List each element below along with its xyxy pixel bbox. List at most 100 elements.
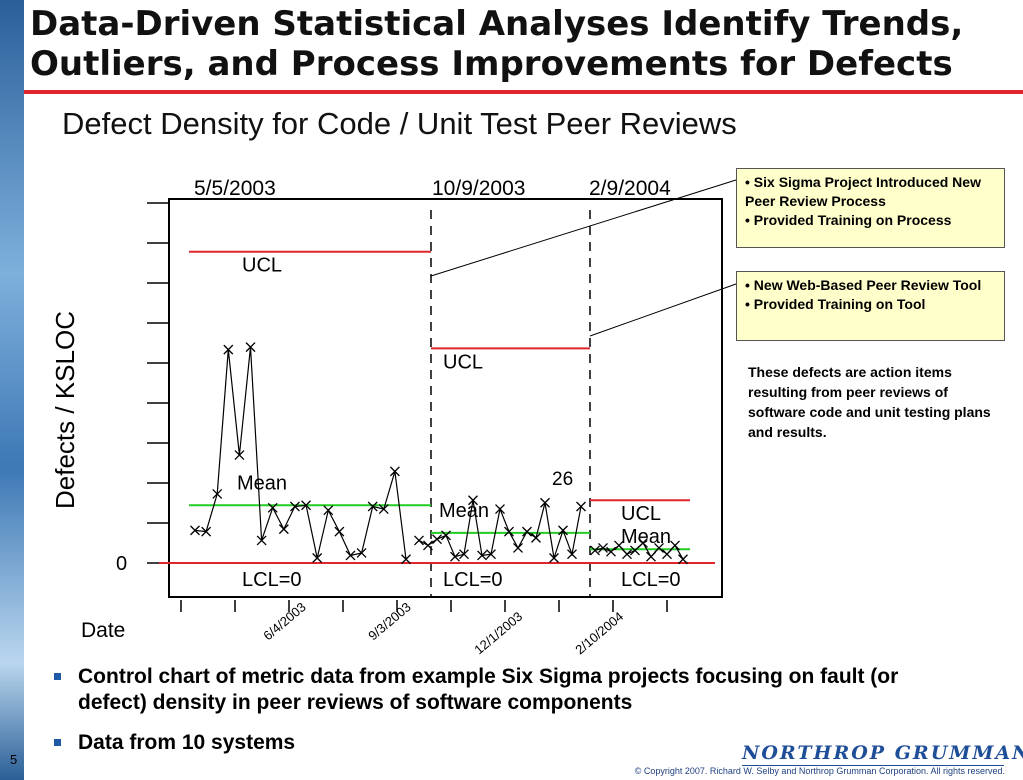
bullet-text: Control chart of metric data from exampl… <box>78 665 899 714</box>
ucl-label: UCL <box>443 351 483 373</box>
data-point-marker <box>356 547 367 558</box>
x-tick-label: 12/1/2003 <box>471 609 525 658</box>
callout-line: • Provided Training on Tool <box>745 296 926 312</box>
data-point-marker <box>486 549 496 560</box>
bullet-square-icon <box>54 673 61 680</box>
marker-stroke <box>190 525 200 536</box>
plot-frame <box>168 198 723 598</box>
callout-line: • Provided Training on Process <box>745 212 952 228</box>
slide-title: Data-Driven Statistical Analyses Identif… <box>30 4 1010 84</box>
defects-note: These defects are action items resulting… <box>748 364 991 440</box>
marker-stroke <box>459 549 469 560</box>
lcl-label: LCL=0 <box>242 569 302 591</box>
marker-stroke <box>662 549 672 560</box>
data-point-marker <box>678 554 688 565</box>
y-axis-label: Defects / KSLOC <box>50 311 80 509</box>
data-point-marker <box>450 551 460 562</box>
marker-stroke <box>212 489 223 499</box>
marker-stroke <box>558 525 568 536</box>
marker-stroke <box>441 530 451 541</box>
data-point-marker <box>504 526 514 537</box>
data-point-marker <box>662 549 672 560</box>
data-point-marker <box>646 551 656 562</box>
decorative-side-band <box>0 0 24 780</box>
marker-stroke <box>654 542 664 553</box>
bullet-text: Data from 10 systems <box>78 731 296 754</box>
data-point-marker <box>441 530 451 541</box>
data-point-marker <box>289 501 300 512</box>
top-date-label: 5/5/2003 <box>194 177 276 200</box>
callout-six-sigma-project: • Six Sigma Project Introduced New Peer … <box>736 168 1005 248</box>
marker-stroke <box>477 550 487 561</box>
marker-stroke <box>423 540 433 551</box>
data-point-marker <box>367 501 378 512</box>
data-point-marker <box>401 554 411 565</box>
marker-stroke <box>245 342 256 353</box>
marker-stroke <box>549 553 559 563</box>
marker-stroke <box>622 549 632 560</box>
chart-title: Defect Density for Code / Unit Test Peer… <box>62 106 737 141</box>
data-point-marker <box>654 542 664 553</box>
data-point-marker <box>245 342 256 353</box>
data-point-marker <box>622 549 632 560</box>
data-point-marker <box>606 546 616 557</box>
marker-stroke <box>256 535 267 546</box>
mean-label: Mean <box>237 472 287 494</box>
marker-stroke <box>606 546 616 557</box>
data-point-marker <box>389 466 400 477</box>
data-point-marker <box>201 526 212 537</box>
marker-stroke <box>576 501 586 512</box>
data-point-marker <box>468 495 478 506</box>
callout-leader-line <box>430 179 737 277</box>
data-point-marker <box>301 500 312 511</box>
data-point-marker <box>423 540 433 551</box>
marker-stroke <box>401 554 411 565</box>
bullet-item: Data from 10 systems <box>52 730 952 756</box>
x-tick-label: 6/4/2003 <box>260 599 308 643</box>
data-point-marker <box>190 525 200 536</box>
data-point-marker <box>540 497 550 508</box>
marker-stroke <box>486 549 496 560</box>
marker-stroke <box>278 524 289 535</box>
data-point-marker <box>234 450 245 461</box>
data-point-marker <box>614 540 624 551</box>
data-point-marker <box>323 505 334 516</box>
slide-title-line-2: Outliers, and Process Improvements for D… <box>30 44 953 84</box>
marker-stroke <box>223 344 234 355</box>
data-point-marker <box>414 535 424 546</box>
data-point-marker <box>477 550 487 561</box>
y-tick-label: 0 <box>116 553 127 575</box>
marker-stroke <box>334 526 345 537</box>
bullet-square-icon <box>54 739 61 746</box>
marker-stroke <box>670 540 680 551</box>
data-point-marker <box>531 532 541 543</box>
page-number: 5 <box>10 752 18 767</box>
marker-stroke <box>638 537 648 548</box>
callout-line: • Six Sigma Project Introduced New Peer … <box>745 174 981 209</box>
x-tick-label: 9/3/2003 <box>365 599 413 643</box>
ucl-label: UCL <box>242 255 282 277</box>
callout-web-based-tool: • New Web-Based Peer Review Tool • Provi… <box>736 271 1005 341</box>
data-point-marker <box>278 524 289 535</box>
x-axis-label: Date <box>81 619 125 642</box>
data-point-marker <box>432 534 442 545</box>
data-series-line <box>194 347 407 560</box>
data-point-marker <box>495 504 505 514</box>
marker-stroke <box>567 549 577 560</box>
marker-stroke <box>356 547 367 558</box>
data-point-marker <box>267 502 278 513</box>
marker-stroke <box>540 497 550 508</box>
marker-stroke <box>289 501 300 512</box>
lcl-label: LCL=0 <box>621 569 681 591</box>
bullet-list: Control chart of metric data from exampl… <box>52 664 952 770</box>
marker-stroke <box>312 553 323 563</box>
data-point-marker <box>312 553 323 563</box>
marker-stroke <box>367 501 378 512</box>
company-logo: NORTHROP GRUMMAN <box>742 742 1023 764</box>
data-point-marker <box>378 504 389 514</box>
marker-stroke <box>201 526 212 537</box>
marker-stroke <box>345 550 356 561</box>
marker-stroke <box>378 504 389 514</box>
data-point-marker <box>638 537 648 548</box>
